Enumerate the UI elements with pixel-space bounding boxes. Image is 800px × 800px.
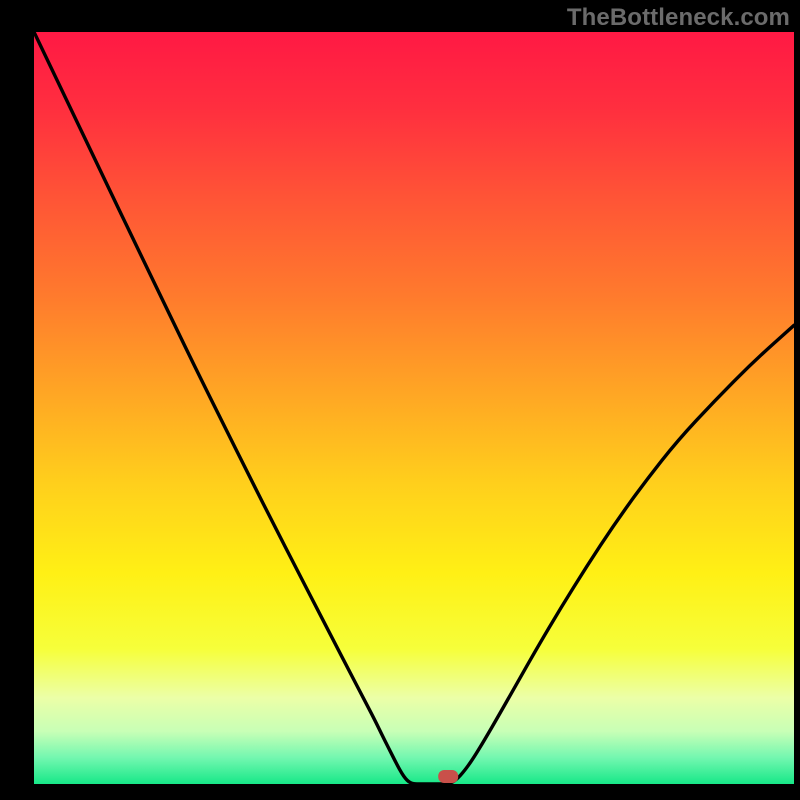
plot-area [34, 32, 794, 784]
watermark-text: TheBottleneck.com [567, 4, 790, 32]
optimal-point-marker [438, 770, 458, 783]
chart-frame: TheBottleneck.com [0, 0, 800, 800]
plot-svg [34, 32, 794, 784]
gradient-background [34, 32, 794, 784]
